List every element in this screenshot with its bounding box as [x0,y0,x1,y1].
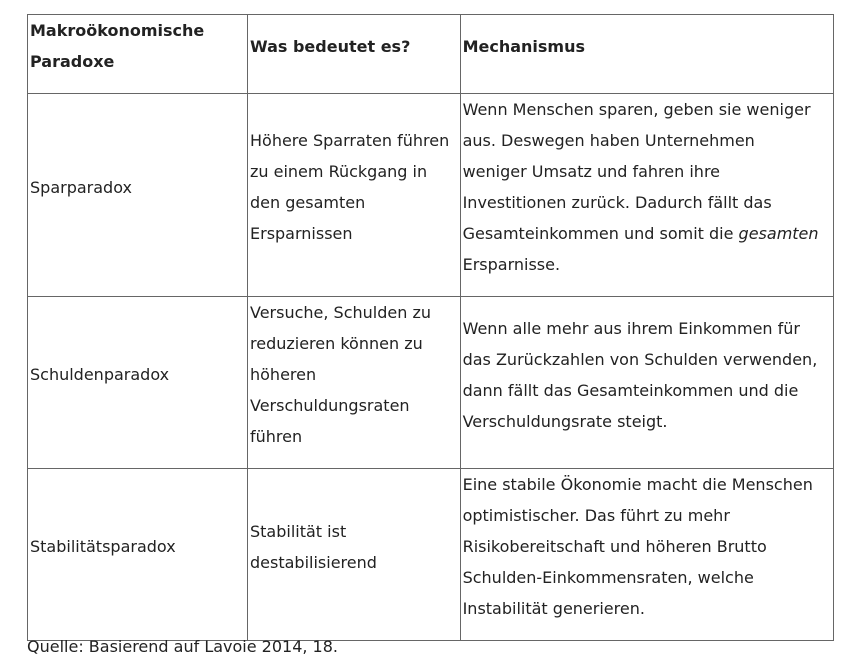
cell-text: Eine stabile Ökonomie macht die Menschen [462,475,813,494]
table-row: Stabilitätsparadox Stabilität ist destab… [27,468,835,641]
cell-meaning: Stabilität ist destabilisierend [247,468,461,641]
cell-text: Verschuldungsrate steigt. [462,411,668,431]
cell-text: zu einem Rückgang in [250,162,428,181]
cell-meaning: Höhere Sparraten führen zu einem Rückgan… [247,93,461,297]
table-row: Sparparadox Höhere Sparraten führen zu e… [27,93,835,297]
cell-text: Höhere Sparraten führen [250,131,450,150]
cell-text: Stabilität ist [250,521,347,541]
cell-text: reduzieren können zu [250,334,423,353]
cell-mechanism: Wenn alle mehr aus ihrem Einkommen für d… [459,296,835,469]
cell-text: Wenn alle mehr aus ihrem Einkommen für [462,318,800,338]
cell-mechanism: Wenn Menschen sparen, geben sie weniger … [459,93,835,297]
cell-text: führen [250,427,303,446]
cell-mechanism: Eine stabile Ökonomie macht die Menschen… [459,468,835,641]
table-row: Schuldenparadox Versuche, Schulden zu re… [27,296,835,469]
paradox-table: Makroökonomische Paradoxe Was bedeutet e… [27,14,835,641]
cell-text: Schuldenparadox [30,365,170,384]
cell-name: Sparparadox [27,93,248,297]
cell-text: den gesamten [250,193,366,212]
cell-text: Gesamteinkommen und somit die [462,224,739,243]
cell-text: höheren [250,365,317,384]
cell-text: Wenn Menschen sparen, geben sie weniger [462,100,811,119]
header-paradox: Makroökonomische Paradoxe [27,14,248,94]
cell-text: optimistischer. Das führt zu mehr [462,506,730,525]
cell-name: Stabilitätsparadox [27,468,248,641]
cell-text: das Zurückzahlen von Schulden verwenden, [462,349,818,369]
cell-text: dann fällt das Gesamteinkommen und die [462,380,799,400]
cell-text: Ersparnissen [250,224,353,243]
cell-text: Instabilität generieren. [462,599,645,618]
cell-text: Verschuldungsraten [250,396,410,415]
cell-text: aus. Deswegen haben Unternehmen [462,131,755,150]
header-text: Paradoxe [30,52,115,71]
header-text: Makroökonomische [30,21,205,40]
source-caption: Quelle: Basierend auf Lavoie 2014, 18. [27,637,338,656]
cell-meaning: Versuche, Schulden zu reduzieren können … [247,296,461,469]
header-text: Was bedeutet es? [250,36,411,56]
cell-text: Stabilitätsparadox [30,537,176,556]
cell-text: weniger Umsatz und fahren ihre [462,162,721,181]
cell-text: destabilisierend [250,552,377,572]
cell-text: Investitionen zurück. Dadurch fällt das [462,193,772,212]
cell-text: Versuche, Schulden zu [250,303,431,322]
cell-text: Risikobereitschaft und höheren Brutto [462,537,767,556]
header-meaning: Was bedeutet es? [247,14,461,94]
cell-line: Gesamteinkommen und somit die gesamten [463,218,831,249]
cell-text: Sparparadox [30,177,132,197]
cell-text: Schulden-Einkommensraten, welche [462,568,754,587]
header-row: Makroökonomische Paradoxe Was bedeutet e… [27,14,835,94]
cell-text-italic: gesamten [738,224,819,243]
cell-name: Schuldenparadox [27,296,248,469]
cell-text: Ersparnisse. [462,255,561,274]
header-mechanism: Mechanismus [459,14,835,94]
header-text: Mechanismus [462,36,586,56]
